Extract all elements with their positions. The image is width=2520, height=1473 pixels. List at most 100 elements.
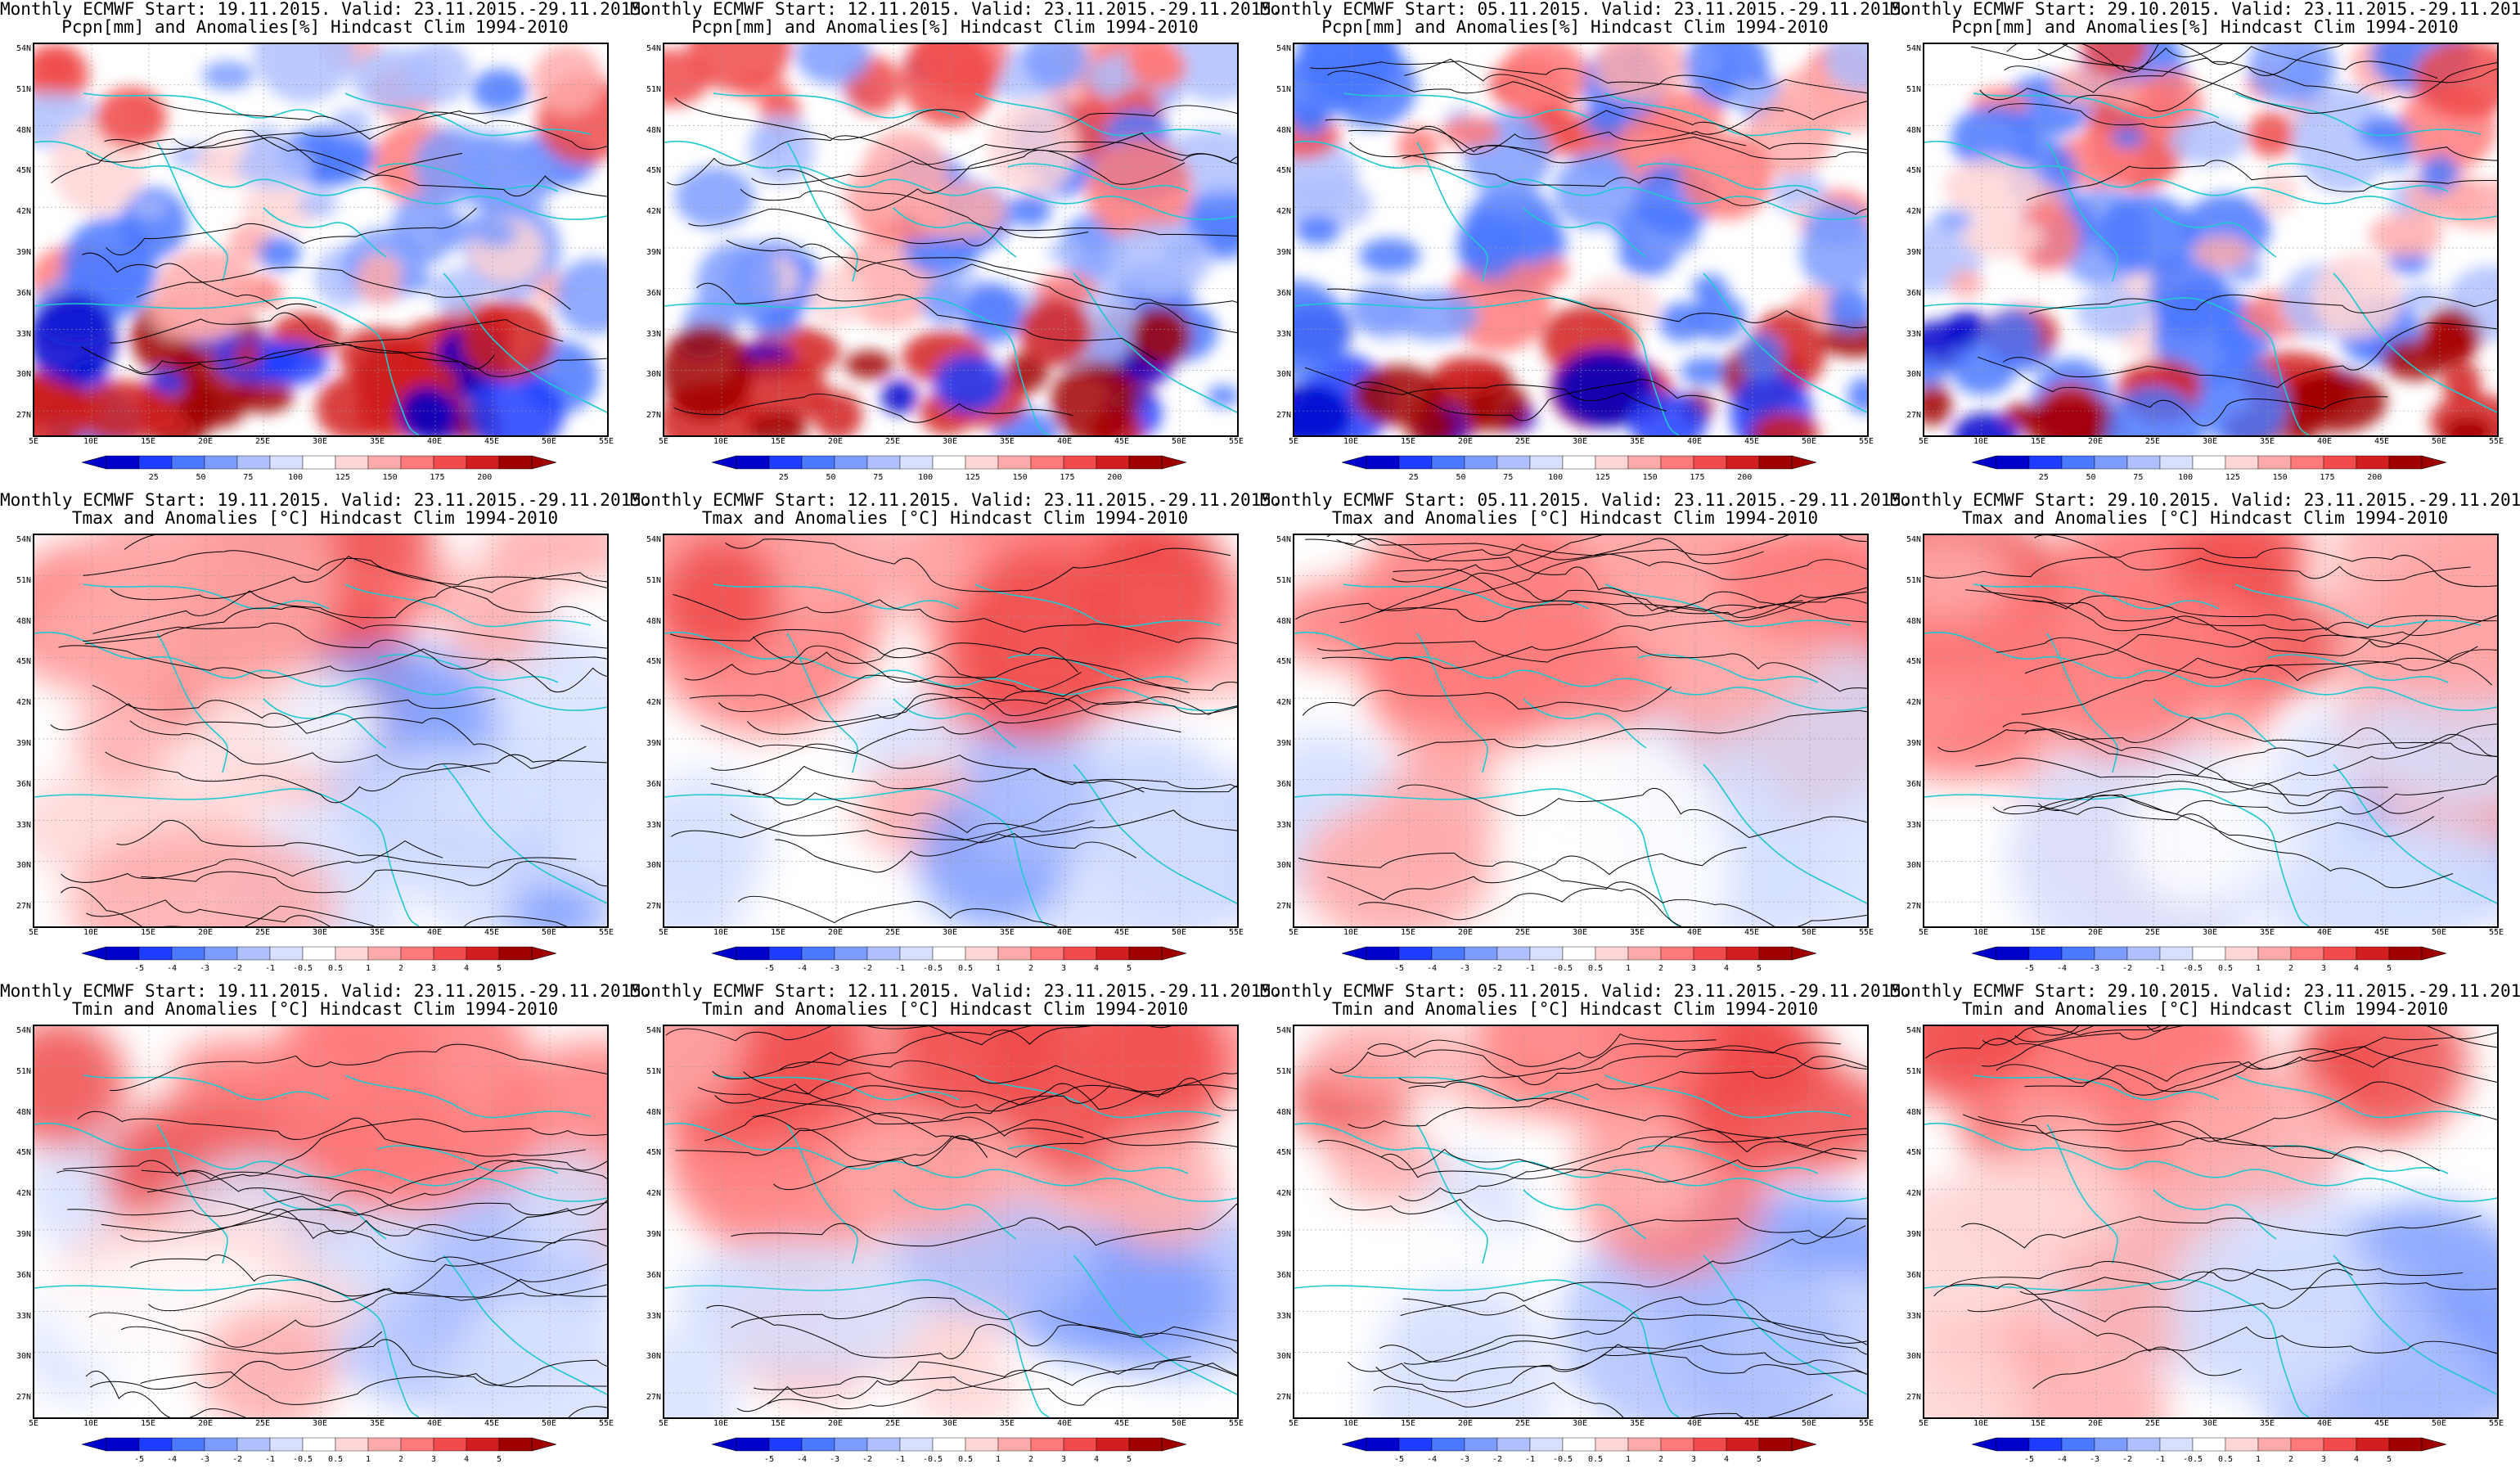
lat-tick-label: 48N (1276, 616, 1291, 626)
lat-tick-label: 51N (1276, 575, 1291, 585)
coastline (83, 583, 330, 610)
contour-line (141, 861, 607, 894)
lon-tick-label: 20E (2087, 1419, 2104, 1428)
anomaly-map (1923, 1025, 2499, 1419)
colorbar-segment (2061, 455, 2095, 470)
colorbar-label: 200 (1107, 473, 1123, 482)
coastline (1294, 788, 1680, 926)
colorbar-segment (1366, 1437, 1400, 1452)
lon-tick-label: 55E (598, 928, 614, 937)
lat-tick-label: 27N (646, 902, 661, 912)
contour-line (1339, 572, 1867, 624)
colorbar-segment (2323, 946, 2357, 961)
anomaly-blob (2014, 202, 2081, 272)
lon-tick-label: 10E (713, 928, 729, 937)
colorbar-label: -2 (1492, 964, 1503, 973)
lon-tick-label: 45E (1744, 437, 1760, 446)
anomaly-blob (844, 350, 893, 380)
colorbar-label: 1 (995, 1455, 1001, 1464)
anomaly-blob (331, 747, 542, 892)
lon-tick-label: 50E (1171, 928, 1187, 937)
lon-tick-label: 50E (1171, 1419, 1187, 1428)
colorbar-segment (1366, 455, 1400, 470)
contour-line (684, 645, 1190, 694)
contour-line (1960, 1215, 2482, 1249)
anomaly-blob (952, 548, 1130, 743)
colorbar-segment (899, 1437, 934, 1452)
anomaly-blob (236, 378, 294, 413)
anomaly-map (663, 534, 1239, 928)
anomaly-blob (355, 253, 404, 305)
anomaly-blob (1820, 77, 1867, 133)
lat-tick-label: 48N (16, 616, 31, 626)
lat-tick-label: 54N (1276, 1026, 1291, 1035)
contour-line (731, 1296, 1237, 1342)
lat-tick-label: 39N (646, 247, 661, 257)
colorbar-label: 0.5 (2217, 964, 2234, 973)
anomaly-blob (1297, 44, 1397, 107)
lon-tick-label: 15E (140, 1419, 156, 1428)
colorbar-segment (1595, 455, 1629, 470)
colorbar-segment (736, 946, 770, 961)
anomaly-blob (1096, 1125, 1226, 1251)
lat-tick-label: 54N (1906, 535, 1921, 544)
anomaly-blob (1385, 1280, 1540, 1385)
anomaly-blob (963, 282, 1024, 344)
anomaly-blob (2076, 288, 2149, 338)
colorbar-label: 5 (496, 1455, 502, 1464)
anomaly-blob (403, 44, 471, 106)
contour-line (1403, 1314, 1867, 1365)
coastline (344, 583, 592, 628)
lat-tick-label: 27N (1276, 1393, 1291, 1403)
anomaly-field (1294, 535, 1867, 926)
lon-tick-label: 25E (1514, 928, 1531, 937)
lat-tick-label: 30N (1276, 1352, 1291, 1362)
colorbar-min-triangle (82, 946, 107, 961)
colorbar-label: 3 (2320, 964, 2327, 973)
lat-tick-label: 51N (16, 84, 31, 94)
contour-line (675, 1084, 1111, 1156)
contour-line (2024, 727, 2497, 777)
colorbar-segment (1996, 1437, 2030, 1452)
anomaly-blob (1924, 382, 1952, 426)
coastline (893, 698, 1017, 749)
colorbar-min-triangle (82, 455, 107, 470)
colorbar-label: 4 (463, 964, 470, 973)
coastline (1703, 273, 1867, 413)
lon-tick-label: 5E (1918, 928, 1929, 937)
colorbar-segment (138, 1437, 173, 1452)
lon-tick-label: 10E (713, 437, 729, 446)
colorbar-segment (801, 1437, 835, 1452)
contour-line (92, 572, 607, 634)
anomaly-blob (73, 380, 173, 435)
lat-tick-label: 45N (16, 166, 31, 176)
lon-tick-label: 5E (658, 1419, 669, 1428)
lon-tick-label: 30E (312, 437, 328, 446)
lat-tick-label: 33N (1276, 1311, 1291, 1321)
colorbar-segment (1063, 946, 1097, 961)
lat-tick-label: 45N (16, 1148, 31, 1158)
colorbar-label: 3 (1690, 1455, 1697, 1464)
anomaly-blob (825, 1113, 1017, 1237)
anomaly-blob (901, 44, 997, 128)
colorbar-label: 200 (477, 473, 493, 482)
lon-tick-label: 35E (2259, 437, 2275, 446)
lat-tick-label: 27N (1276, 902, 1291, 912)
colorbar-label: -3 (2089, 1455, 2100, 1464)
lon-tick-label: 30E (942, 437, 958, 446)
colorbar-segment (1627, 1437, 1662, 1452)
lon-tick-label: 10E (1343, 928, 1359, 937)
coastline (1073, 273, 1237, 413)
anomaly-blob (738, 783, 894, 863)
anomaly-map (33, 43, 609, 437)
colorbar-segment (2257, 946, 2292, 961)
lat-tick-label: 33N (646, 1311, 661, 1321)
colorbar-label: 150 (1642, 473, 1658, 482)
lat-tick-label: 30N (646, 370, 661, 380)
contour-line (1304, 367, 1667, 412)
colorbar-segment (2290, 455, 2324, 470)
lon-tick-label: 5E (658, 437, 669, 446)
colorbar-segment (1096, 455, 1130, 470)
lon-tick-label: 25E (884, 1419, 901, 1428)
panel-title-line2: Pcpn[mm] and Anomalies[%] Hindcast Clim … (1321, 17, 1829, 37)
